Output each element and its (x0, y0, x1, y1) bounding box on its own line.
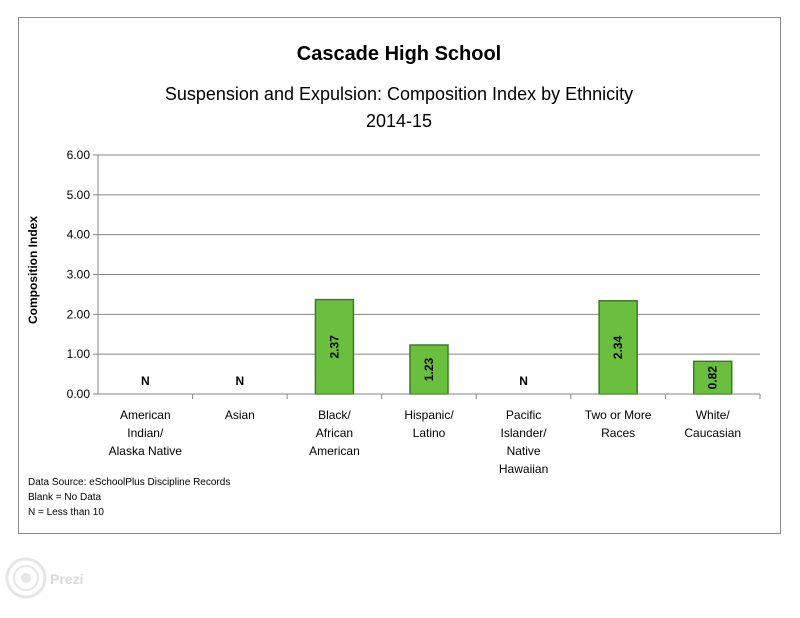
chart-subtitle-line-2: 2014-15 (366, 111, 432, 131)
chart-subtitle-line-1: Suspension and Expulsion: Composition In… (165, 84, 633, 104)
data-label: 0.82 (706, 366, 720, 390)
y-tick-label: 2.00 (67, 307, 91, 321)
x-category-label: Indian/ (127, 426, 164, 440)
bar (314, 298, 355, 395)
data-labels: N N 2.37 1.23 N 2.34 0.82 (141, 335, 720, 390)
x-category-label: American (309, 444, 360, 458)
x-category-label: Asian (225, 408, 255, 422)
data-label: 2.37 (327, 335, 341, 359)
y-tick-label: 5.00 (67, 188, 91, 202)
x-category-label: Islander/ (501, 426, 548, 440)
x-category-label: Alaska Native (109, 444, 183, 458)
chart-frame (18, 17, 781, 534)
x-category-label: Two or More (585, 408, 652, 422)
note-data-source: Data Source: eSchoolPlus Discipline Reco… (28, 477, 230, 488)
x-category-label: White/ (696, 408, 731, 422)
note-blank: Blank = No Data (28, 492, 102, 503)
x-category-label: Hispanic/ (404, 408, 454, 422)
bar (692, 360, 733, 395)
x-category-label: American (120, 408, 171, 422)
x-category-label: Latino (413, 426, 446, 440)
data-label: 2.34 (611, 335, 625, 359)
x-category-label: Pacific (506, 408, 541, 422)
note-n: N = Less than 10 (28, 507, 104, 518)
y-tick-label: 1.00 (67, 347, 91, 361)
bar (598, 300, 638, 395)
y-tick-label: 6.00 (67, 148, 91, 162)
y-tick-label: 4.00 (67, 228, 91, 242)
gridlines (93, 154, 761, 399)
bar (409, 344, 449, 395)
bars (314, 298, 733, 395)
x-category-label: Races (601, 426, 635, 440)
x-category-label: Native (507, 444, 541, 458)
x-category-label: Caucasian (684, 426, 741, 440)
data-label: 1.23 (422, 358, 436, 382)
y-axis-label: Composition Index (26, 216, 40, 324)
data-label: N (236, 374, 245, 388)
y-tick-labels: 0.00 1.00 2.00 3.00 4.00 5.00 6.00 (67, 148, 91, 401)
x-category-label: Black/ (318, 408, 351, 422)
data-label: N (141, 374, 150, 388)
x-category-label: African (316, 426, 353, 440)
y-tick-label: 3.00 (67, 268, 91, 282)
x-category-label: Hawaiian (499, 462, 548, 476)
prezi-logo-icon (5, 557, 47, 599)
chart-title: Cascade High School (297, 43, 502, 65)
x-category-labels: American Indian/Alaska Native Asian Black/A… (109, 408, 741, 476)
data-label: N (519, 374, 528, 388)
prezi-watermark-text: Prezi (50, 571, 83, 587)
y-tick-label: 0.00 (67, 387, 91, 401)
